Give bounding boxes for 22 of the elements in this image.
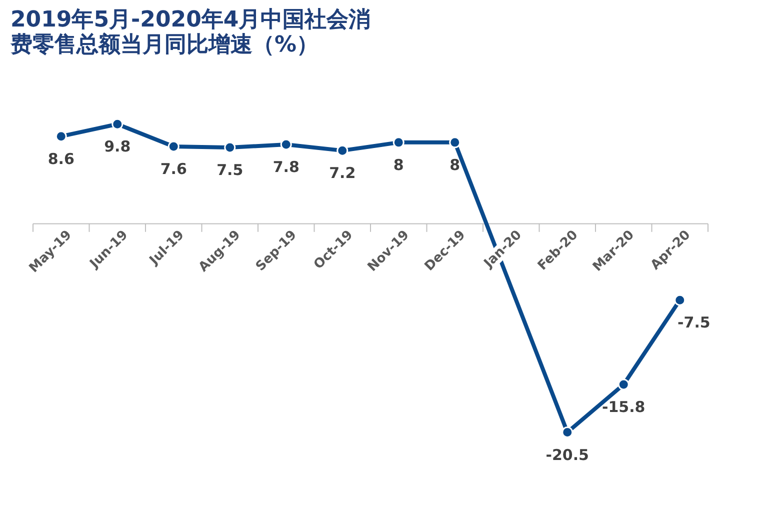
data-label: 9.8 [104, 138, 131, 156]
point [224, 142, 236, 154]
data-label: 8 [450, 156, 460, 174]
chart-title: 2019年5月-2020年4月中国社会消费零售总额当月同比增速（%） [10, 8, 371, 58]
point [280, 138, 292, 150]
data-label: 7.8 [272, 158, 300, 176]
data-label: 8 [393, 156, 404, 174]
point [674, 294, 686, 306]
point [449, 136, 461, 148]
point [618, 378, 630, 390]
data-label: 8.6 [48, 150, 74, 168]
point [55, 130, 67, 142]
point [336, 144, 348, 156]
data-label: -20.5 [546, 446, 590, 464]
data-label: 7.5 [216, 161, 244, 180]
point [392, 136, 404, 148]
data-label: 7.6 [160, 160, 187, 178]
data-label: -7.5 [678, 314, 710, 332]
data-label: 7.2 [329, 164, 356, 182]
data-label: -15.8 [602, 398, 646, 416]
point [112, 118, 124, 130]
point [168, 140, 180, 152]
